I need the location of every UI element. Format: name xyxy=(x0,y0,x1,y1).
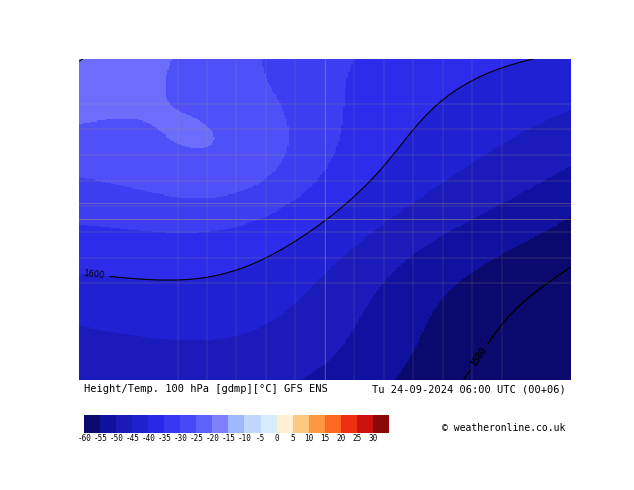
Text: 1600: 1600 xyxy=(83,270,105,280)
Text: 25: 25 xyxy=(352,435,361,443)
Text: 30: 30 xyxy=(368,435,377,443)
Text: -60: -60 xyxy=(77,435,91,443)
FancyBboxPatch shape xyxy=(245,415,261,433)
FancyBboxPatch shape xyxy=(133,415,148,433)
FancyBboxPatch shape xyxy=(212,415,228,433)
FancyBboxPatch shape xyxy=(340,415,357,433)
Text: -35: -35 xyxy=(157,435,171,443)
Text: -5: -5 xyxy=(256,435,265,443)
Text: Height/Temp. 100 hPa [gdmp][°C] GFS ENS: Height/Temp. 100 hPa [gdmp][°C] GFS ENS xyxy=(84,384,328,394)
FancyBboxPatch shape xyxy=(116,415,133,433)
Text: 1580: 1580 xyxy=(470,345,489,368)
FancyBboxPatch shape xyxy=(276,415,293,433)
Text: -15: -15 xyxy=(221,435,235,443)
FancyBboxPatch shape xyxy=(148,415,164,433)
Text: -40: -40 xyxy=(141,435,155,443)
FancyBboxPatch shape xyxy=(293,415,309,433)
Text: -30: -30 xyxy=(174,435,187,443)
Text: 5: 5 xyxy=(290,435,295,443)
FancyBboxPatch shape xyxy=(100,415,116,433)
Text: -50: -50 xyxy=(109,435,123,443)
Text: -25: -25 xyxy=(190,435,204,443)
Text: -55: -55 xyxy=(93,435,107,443)
Text: 10: 10 xyxy=(304,435,313,443)
Text: 15: 15 xyxy=(320,435,329,443)
FancyBboxPatch shape xyxy=(325,415,340,433)
Text: Tu 24-09-2024 06:00 UTC (00+06): Tu 24-09-2024 06:00 UTC (00+06) xyxy=(372,384,566,394)
FancyBboxPatch shape xyxy=(373,415,389,433)
FancyBboxPatch shape xyxy=(261,415,276,433)
Text: 0: 0 xyxy=(275,435,279,443)
Text: 20: 20 xyxy=(336,435,346,443)
FancyBboxPatch shape xyxy=(309,415,325,433)
Text: -45: -45 xyxy=(126,435,139,443)
FancyBboxPatch shape xyxy=(164,415,180,433)
FancyBboxPatch shape xyxy=(197,415,212,433)
Text: -20: -20 xyxy=(205,435,219,443)
Text: -10: -10 xyxy=(238,435,252,443)
FancyBboxPatch shape xyxy=(180,415,197,433)
Text: © weatheronline.co.uk: © weatheronline.co.uk xyxy=(443,422,566,433)
FancyBboxPatch shape xyxy=(228,415,245,433)
FancyBboxPatch shape xyxy=(357,415,373,433)
Text: 1580: 1580 xyxy=(470,345,489,368)
FancyBboxPatch shape xyxy=(84,415,100,433)
